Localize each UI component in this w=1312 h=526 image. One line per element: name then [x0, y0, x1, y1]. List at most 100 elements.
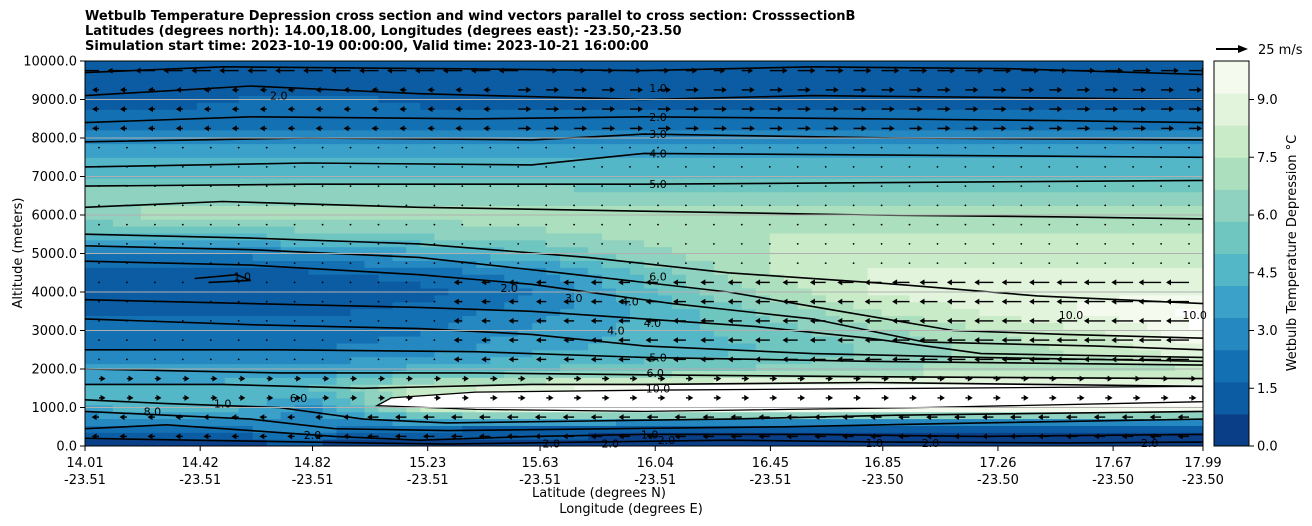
wind-vector-head: [939, 394, 945, 401]
field-cell: [532, 322, 547, 330]
field-cell: [616, 384, 631, 392]
field-cell: [392, 61, 408, 69]
field-cell: [490, 301, 505, 310]
field-cell: [448, 157, 463, 165]
field-cell: [783, 384, 799, 392]
field-cell: [1161, 232, 1176, 241]
field-cell: [560, 184, 575, 193]
field-cell: [839, 246, 855, 255]
field-cell: [112, 157, 128, 165]
field-cell: [825, 143, 841, 151]
field-cell: [979, 164, 994, 172]
wind-vector-head: [147, 414, 153, 421]
field-cell: [769, 246, 785, 255]
field-cell: [699, 232, 715, 241]
field-cell: [1175, 329, 1190, 337]
field-cell: [755, 116, 771, 124]
field-cell: [657, 377, 673, 385]
field-cell: [1021, 336, 1036, 344]
field-cell: [1161, 150, 1176, 158]
field-cell: [546, 246, 561, 255]
field-cell: [210, 150, 226, 158]
field-cell: [448, 363, 463, 371]
field-cell: [308, 81, 324, 90]
field-cell: [504, 370, 519, 378]
field-cell: [937, 267, 953, 275]
field-cell: [280, 74, 296, 83]
field-cell: [154, 226, 170, 234]
field-cell: [224, 294, 240, 303]
field-cell: [616, 212, 631, 220]
field-cell: [1161, 281, 1176, 289]
wind-vector: [181, 339, 184, 341]
field-cell: [238, 205, 254, 213]
field-cell: [1049, 356, 1064, 365]
wind-vector-head: [563, 356, 569, 363]
field-cell: [783, 177, 799, 186]
field-cell: [644, 67, 659, 76]
field-cell: [867, 184, 883, 193]
field-cell: [616, 232, 631, 241]
field-cell: [182, 411, 198, 420]
field-cell: [1189, 81, 1203, 90]
field-cell: [1147, 370, 1162, 378]
field-cell: [741, 81, 757, 90]
field-cell: [336, 157, 352, 165]
field-cell: [1021, 198, 1036, 206]
field-cell: [937, 102, 953, 110]
field-cell: [448, 267, 463, 275]
field-cell: [336, 81, 352, 90]
field-cell: [1063, 294, 1078, 303]
field-cell: [965, 363, 980, 371]
field-cell: [1021, 294, 1036, 303]
field-cell: [504, 384, 519, 392]
wind-vector-head: [673, 356, 678, 363]
field-cell: [168, 61, 184, 69]
wind-vector-head: [175, 433, 181, 440]
field-cell: [657, 122, 673, 131]
wind-vector-head: [786, 414, 792, 421]
field-cell: [1161, 116, 1176, 124]
wind-vector-head: [744, 375, 750, 382]
field-cell: [825, 260, 841, 268]
field-cell: [1105, 301, 1120, 310]
field-cell: [923, 136, 939, 145]
field-cell: [755, 418, 771, 426]
field-cell: [657, 61, 673, 69]
field-cell: [196, 122, 212, 131]
field-cell: [112, 143, 128, 151]
field-cell: [336, 377, 352, 385]
wind-vector-head: [884, 394, 889, 401]
field-cell: [406, 439, 421, 446]
field-cell: [406, 129, 421, 138]
field-cell: [532, 164, 547, 172]
field-cell: [420, 150, 435, 158]
field-cell: [518, 322, 533, 330]
field-cell: [1119, 198, 1134, 206]
wind-vector-head: [450, 414, 456, 421]
field-cell: [1161, 329, 1176, 337]
field-cell: [532, 342, 547, 351]
field-cell: [1063, 267, 1078, 275]
field-cell: [476, 122, 491, 131]
field-cell: [1175, 81, 1190, 90]
field-cell: [532, 88, 547, 96]
field-cell: [937, 356, 953, 365]
field-cell: [741, 418, 757, 426]
field-cell: [168, 267, 184, 275]
field-cell: [490, 281, 505, 289]
field-cell: [350, 150, 366, 158]
field-cell: [406, 219, 421, 227]
field-cell: [895, 109, 911, 117]
field-cell: [1133, 301, 1148, 310]
field-cell: [965, 129, 980, 138]
field-cell: [797, 370, 813, 378]
field-cell: [350, 81, 366, 90]
field-cell: [951, 81, 967, 90]
field-cell: [1175, 377, 1190, 385]
field-cell: [154, 336, 170, 344]
field-cell: [741, 301, 757, 310]
field-cell: [909, 184, 925, 193]
field-cell: [1161, 274, 1176, 282]
field-cell: [630, 102, 645, 110]
